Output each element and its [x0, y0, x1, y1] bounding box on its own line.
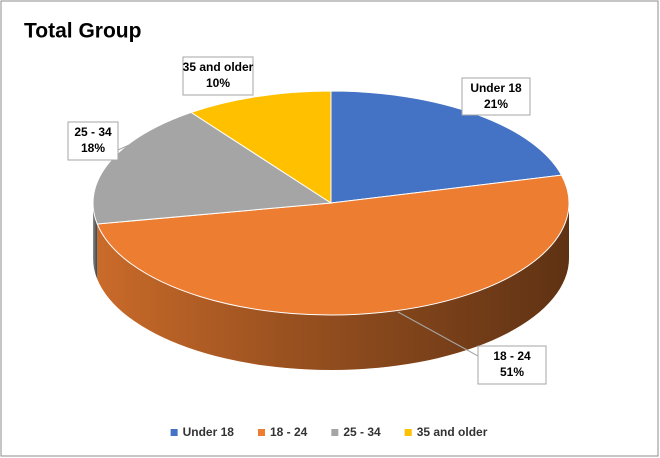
legend-swatch: [404, 429, 412, 436]
slice: [96, 174, 570, 316]
label-box: [461, 77, 531, 116]
data-label-value: 21%: [484, 97, 508, 111]
data-label-category: 25 - 34: [74, 125, 112, 139]
chart-title: Total Group: [24, 20, 141, 43]
slice-side-shade: [97, 203, 569, 371]
data-label-category: Under 18: [470, 81, 522, 95]
legend-label: 18 - 24: [270, 425, 308, 439]
leader-line: [117, 139, 141, 151]
legend-label: 35 and older: [417, 425, 488, 439]
legend-swatch: [170, 429, 178, 436]
data-label-category: 18 - 24: [493, 349, 531, 363]
label-box: [477, 345, 547, 385]
data-label-value: 18%: [81, 141, 105, 155]
slice: [189, 90, 332, 204]
legend-label: 25 - 34: [343, 425, 381, 439]
label-box: [182, 56, 254, 96]
data-label-category: 35 and older: [183, 60, 254, 74]
leader-line: [397, 311, 479, 357]
legend-label: Under 18: [183, 425, 235, 439]
legend-swatch: [331, 429, 339, 436]
data-label-value: 51%: [500, 365, 524, 379]
data-label-value: 10%: [206, 76, 230, 90]
legend-swatch: [257, 429, 265, 436]
label-box: [67, 121, 119, 161]
slice: [92, 111, 333, 225]
